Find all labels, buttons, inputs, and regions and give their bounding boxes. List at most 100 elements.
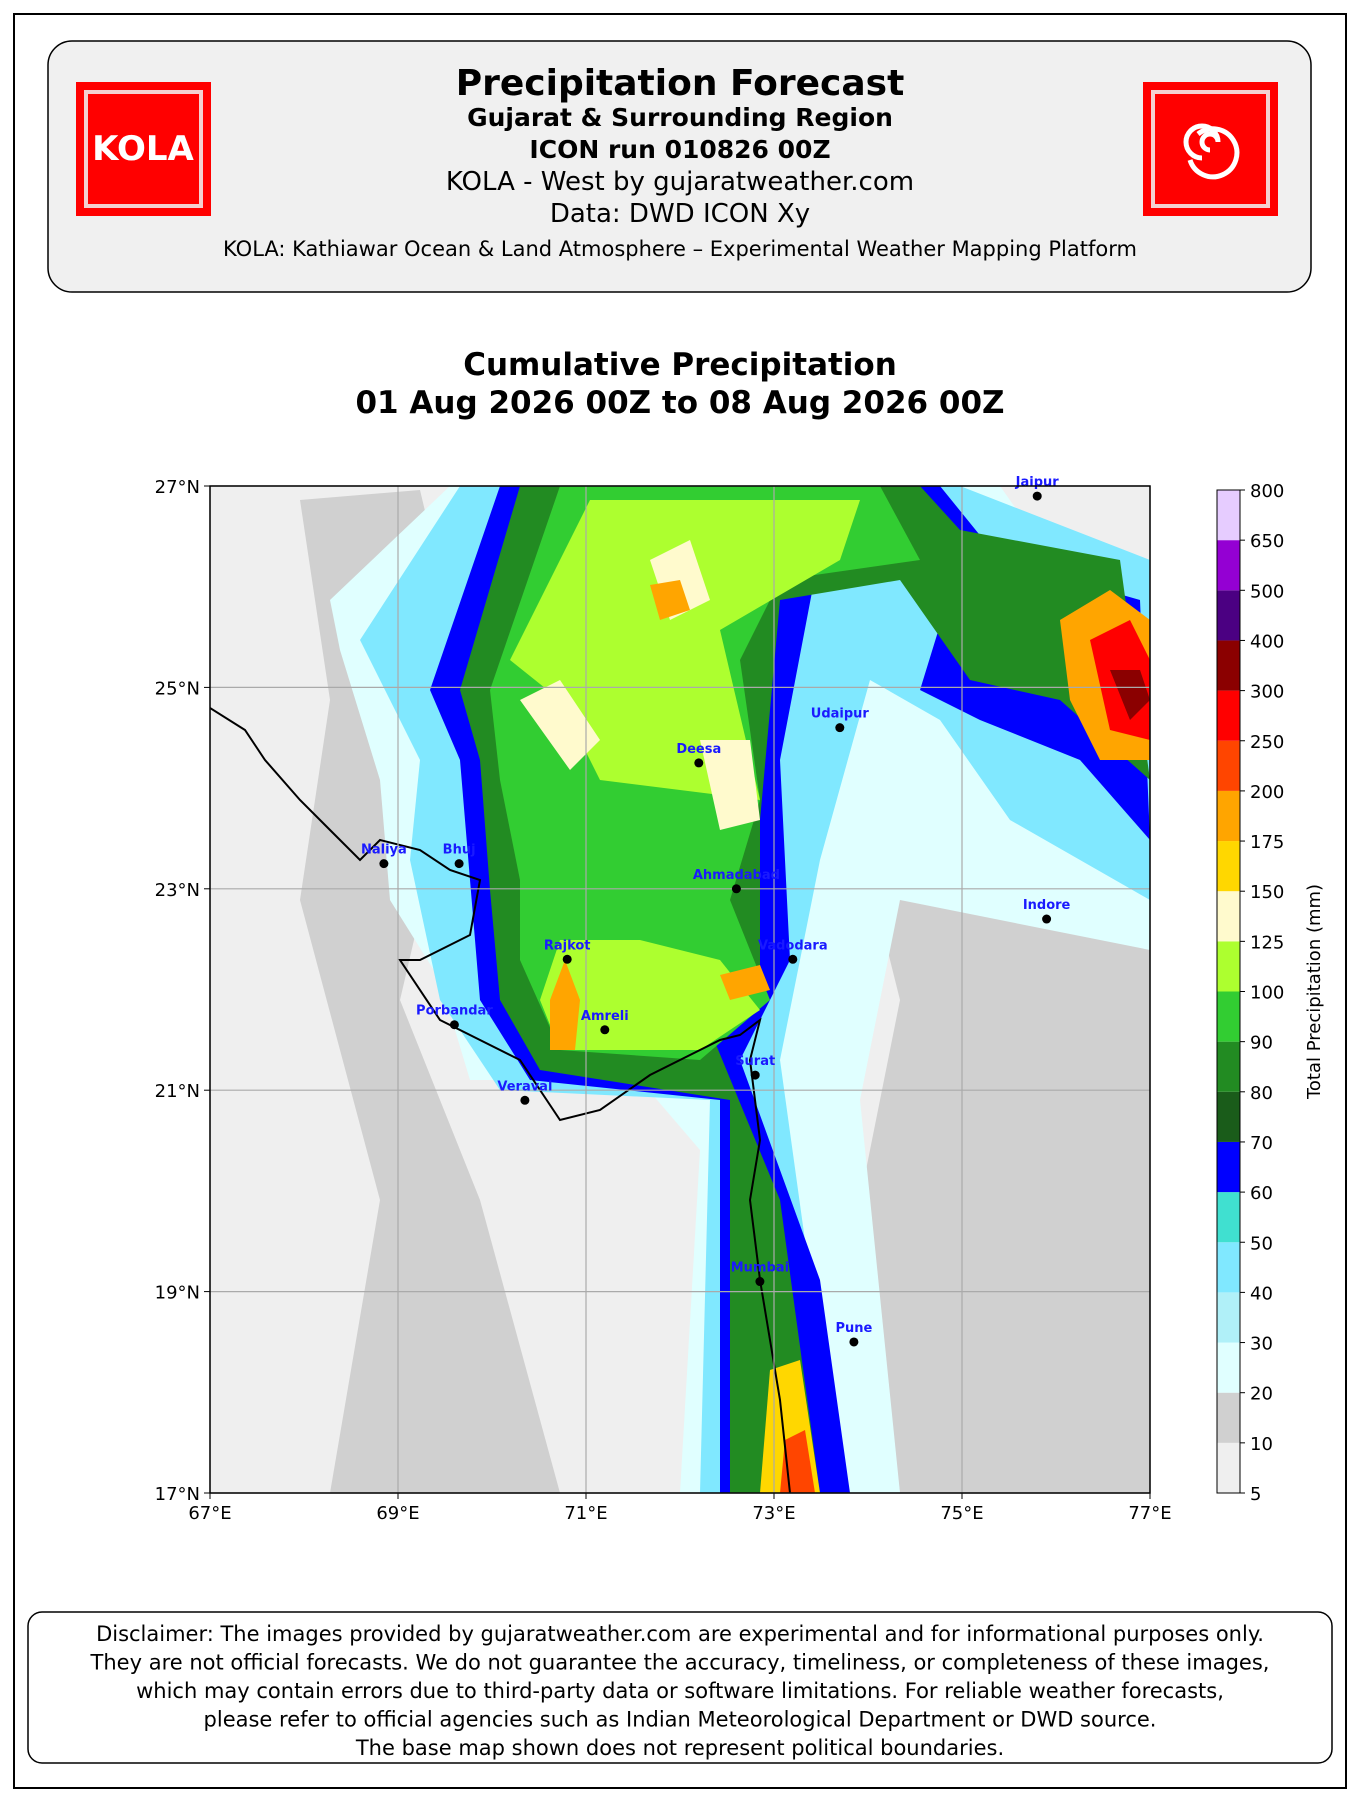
colorbar-segment <box>1217 941 1240 992</box>
colorbar-tick-label: 650 <box>1250 531 1284 552</box>
colorbar-tick-label: 500 <box>1250 581 1284 602</box>
colorbar-segment <box>1217 1091 1240 1142</box>
city-dot <box>1032 491 1042 501</box>
colorbar-segment <box>1217 690 1240 741</box>
x-tick-label: 77°E <box>1128 1503 1171 1524</box>
city-dot <box>449 1020 459 1030</box>
city-label: Udaipur <box>811 707 870 722</box>
city-label: Indore <box>1023 898 1071 913</box>
x-tick-label: 75°E <box>940 1503 983 1524</box>
city-dot <box>1042 914 1052 924</box>
header-subtitle: Gujarat & Surrounding Region <box>467 103 893 132</box>
colorbar-tick-label: 90 <box>1250 1033 1273 1054</box>
city-label: Bhuj <box>443 843 476 858</box>
city-label: Rajkot <box>544 938 591 953</box>
map-subtitle: 01 Aug 2026 00Z to 08 Aug 2026 00Z <box>355 385 1004 421</box>
colorbar-tick-label: 60 <box>1250 1183 1273 1204</box>
header-data: Data: DWD ICON Xy <box>550 199 810 229</box>
colorbar-tick-label: 20 <box>1250 1384 1273 1405</box>
colorbar-segment <box>1217 1442 1240 1493</box>
colorbar-segment <box>1217 1141 1240 1193</box>
colorbar-tick-label: 200 <box>1250 782 1284 803</box>
disclaimer-line: which may contain errors due to third-pa… <box>136 1679 1224 1703</box>
colorbar-segment <box>1217 1342 1240 1393</box>
colorbar-segment <box>1217 1242 1240 1293</box>
y-tick-label: 25°N <box>155 678 200 699</box>
colorbar-tick-label: 40 <box>1250 1283 1273 1304</box>
disclaimer-box <box>27 1611 1333 1764</box>
disclaimer-line: The base map shown does not represent po… <box>355 1736 1004 1760</box>
logo-right <box>1143 82 1278 216</box>
x-tick-label: 67°E <box>188 1503 231 1524</box>
map-title: Cumulative Precipitation <box>463 347 897 383</box>
header-source: KOLA - West by gujaratweather.com <box>446 167 914 197</box>
y-tick-label: 21°N <box>155 1081 200 1102</box>
city-label: Deesa <box>676 742 721 757</box>
y-tick-label: 17°N <box>155 1484 200 1505</box>
colorbar-tick-label: 800 <box>1250 481 1284 502</box>
y-tick-label: 27°N <box>155 477 200 498</box>
city-label: Veraval <box>497 1079 552 1094</box>
colorbar: 5 10 20 30 40 50 60 70 80 90 100 125 150 175 200 250 300… <box>1216 481 1325 1505</box>
city-label: Surat <box>735 1054 775 1069</box>
colorbar-label: Total Precipitation (mm) <box>1304 884 1325 1100</box>
colorbar-tick-label: 50 <box>1250 1233 1273 1254</box>
header-run: ICON run 010826 00Z <box>529 135 830 164</box>
y-tick-label: 19°N <box>155 1283 200 1304</box>
city-dot <box>600 1025 610 1035</box>
city-dot <box>755 1277 765 1287</box>
colorbar-tick-label: 100 <box>1250 983 1284 1004</box>
disclaimer: Disclaimer: The images provided by gujar… <box>90 1622 1270 1760</box>
city-label: Porbandar <box>416 1004 493 1019</box>
colorbar-segment <box>1217 1392 1240 1443</box>
colorbar-segment <box>1217 590 1240 641</box>
x-tick-label: 73°E <box>752 1503 795 1524</box>
colorbar-segment <box>1217 1192 1240 1243</box>
plot-border <box>209 485 1151 1494</box>
colorbar-tick-label: 125 <box>1250 932 1284 953</box>
colorbar-segment <box>1217 1041 1240 1092</box>
header-box <box>47 40 1312 293</box>
colorbar-tick-label: 80 <box>1250 1083 1273 1104</box>
city-dot <box>731 884 741 894</box>
colorbar-tick-label: 70 <box>1250 1133 1273 1154</box>
x-tick-label: 69°E <box>376 1503 419 1524</box>
colorbar-segment <box>1217 790 1240 842</box>
city-label: Amreli <box>581 1009 629 1024</box>
colorbar-tick-label: 150 <box>1250 882 1284 903</box>
city-dot <box>520 1095 530 1105</box>
city-dot <box>750 1070 760 1080</box>
header-title: Precipitation Forecast <box>456 63 905 104</box>
colorbar-segment <box>1217 991 1240 1042</box>
colorbar-segment <box>1217 740 1240 791</box>
disclaimer-line: Disclaimer: The images provided by gujar… <box>96 1622 1264 1646</box>
x-tick-label: 71°E <box>564 1503 607 1524</box>
city-dot <box>849 1337 859 1347</box>
colorbar-tick-label: 30 <box>1250 1334 1273 1355</box>
disclaimer-line: please refer to official agencies such a… <box>204 1708 1157 1732</box>
colorbar-segment <box>1217 841 1240 892</box>
city-dot <box>835 723 845 733</box>
city-label: Jaipur <box>1015 475 1060 490</box>
y-tick-label: 23°N <box>155 880 200 901</box>
city-label: Pune <box>835 1321 872 1336</box>
header-tagline: KOLA: Kathiawar Ocean & Land Atmosphere … <box>223 237 1137 261</box>
city-dot <box>788 954 798 964</box>
city-dot <box>379 859 389 869</box>
city-label: Mumbai <box>731 1261 789 1276</box>
colorbar-tick-label: 175 <box>1250 832 1284 853</box>
colorbar-tick-label: 5 <box>1250 1484 1261 1505</box>
colorbar-segment <box>1217 891 1240 942</box>
colorbar-tick-label: 400 <box>1250 631 1284 652</box>
logo-left: KOLA <box>76 82 211 216</box>
colorbar-tick-label: 10 <box>1250 1434 1273 1455</box>
city-dot <box>454 859 464 869</box>
disclaimer-line: They are not official forecasts. We do n… <box>90 1651 1270 1675</box>
city-dot <box>694 758 704 768</box>
city-label: Vadodara <box>758 938 828 953</box>
city-label: Ahmadabad <box>693 868 780 883</box>
colorbar-segment <box>1217 540 1240 591</box>
precip-field <box>210 486 1150 1493</box>
colorbar-segment <box>1217 640 1240 691</box>
